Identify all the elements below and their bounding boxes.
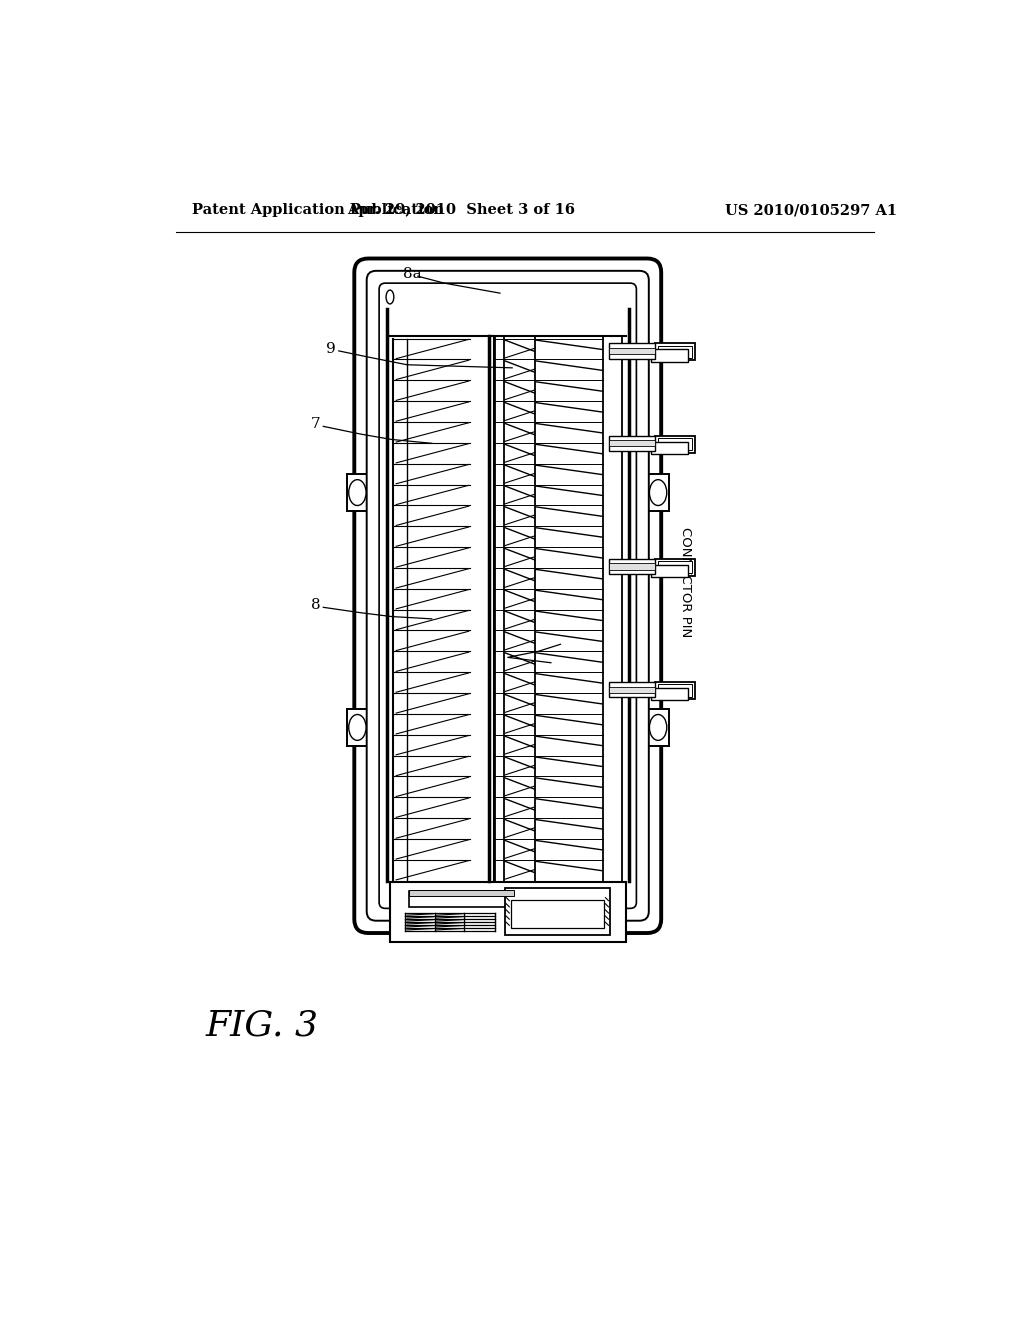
Ellipse shape [649, 714, 667, 741]
Bar [505, 888, 610, 935]
Text: 9: 9 [563, 635, 573, 649]
Bar [410, 891, 514, 907]
Bar [658, 438, 692, 450]
Bar [651, 442, 688, 454]
Bar [647, 709, 669, 746]
Bar [608, 436, 655, 451]
Text: FIG. 3: FIG. 3 [206, 1008, 318, 1043]
Bar [608, 441, 655, 446]
Bar [655, 343, 695, 360]
FancyBboxPatch shape [367, 271, 649, 921]
Ellipse shape [649, 479, 667, 506]
Bar [608, 682, 655, 697]
Bar [655, 682, 695, 700]
Bar [608, 348, 655, 354]
Bar [608, 558, 655, 574]
Ellipse shape [349, 479, 367, 506]
Text: CONNECTOR PIN: CONNECTOR PIN [680, 527, 692, 638]
Bar [658, 684, 692, 697]
Text: US 2010/0105297 A1: US 2010/0105297 A1 [725, 203, 897, 216]
Text: Apr. 29, 2010  Sheet 3 of 16: Apr. 29, 2010 Sheet 3 of 16 [347, 203, 575, 216]
Bar [608, 686, 655, 693]
Bar [390, 882, 626, 942]
Bar [658, 346, 692, 358]
Bar [651, 565, 688, 577]
Bar [608, 343, 655, 359]
Text: Patent Application Publication: Patent Application Publication [191, 203, 443, 216]
Text: 7: 7 [310, 417, 321, 432]
Bar [647, 474, 669, 511]
Bar [658, 561, 692, 573]
Text: 8: 8 [310, 598, 321, 612]
Bar [655, 436, 695, 453]
Ellipse shape [349, 714, 367, 741]
Bar [346, 709, 369, 746]
Bar [346, 474, 369, 511]
Bar [651, 350, 688, 362]
Bar [651, 688, 688, 701]
Text: 8a: 8a [403, 267, 422, 281]
FancyBboxPatch shape [354, 259, 662, 933]
Bar [655, 558, 695, 576]
Ellipse shape [386, 290, 394, 304]
Bar [511, 900, 604, 928]
FancyBboxPatch shape [379, 284, 636, 908]
Text: 9: 9 [326, 342, 336, 356]
Bar [608, 564, 655, 570]
Bar [410, 890, 514, 896]
